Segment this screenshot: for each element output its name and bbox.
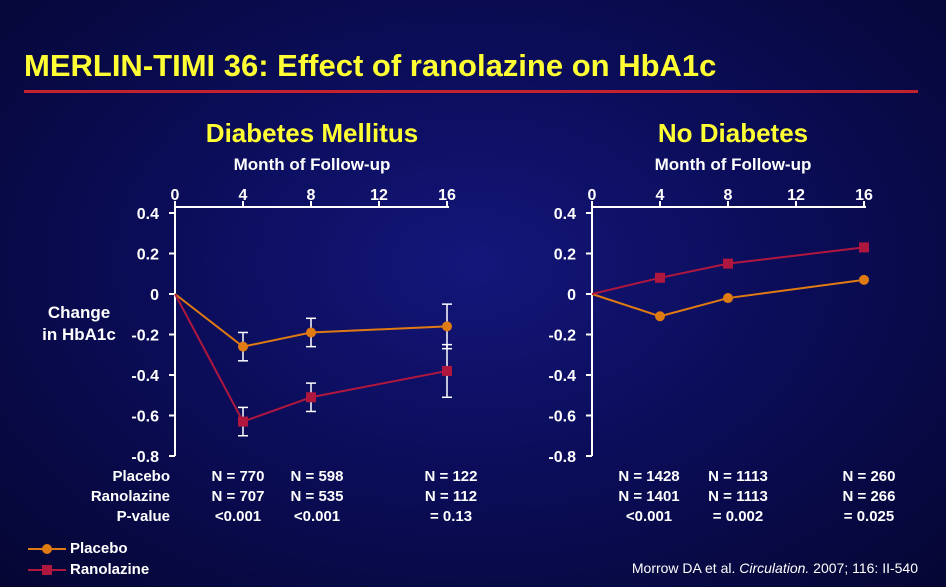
data-point-ranolazine xyxy=(442,365,452,376)
legend-label-placebo: Placebo xyxy=(70,540,128,557)
row-label-p-value: P-value xyxy=(116,508,170,525)
p-value: <0.001 xyxy=(293,508,341,525)
y-tick-label: 0 xyxy=(567,287,576,304)
series-line-placebo xyxy=(174,293,448,348)
n-cell: N = 1428 N = 1401 <0.001 xyxy=(604,467,694,527)
data-point-placebo xyxy=(723,293,733,304)
n-placebo: N = 122 xyxy=(424,468,478,485)
x-axis-label-no-diabetes: Month of Follow-up xyxy=(654,155,812,174)
series-line-ranolazine xyxy=(591,246,865,295)
citation-journal: Circulation. xyxy=(739,560,810,576)
legend-item-ranolazine: Ranolazine xyxy=(28,559,149,580)
slide-title: MERLIN-TIMI 36: Effect of ranolazine on … xyxy=(24,48,717,83)
p-value: <0.001 xyxy=(214,508,262,525)
n-cell: N = 770 N = 707 <0.001 xyxy=(198,467,278,527)
n-ranolazine: N = 707 xyxy=(211,488,265,505)
p-value: = 0.13 xyxy=(429,508,473,525)
x-tick-label: 16 xyxy=(855,187,873,204)
y-tick-label: 0.2 xyxy=(137,247,159,264)
n-cell: N = 122 N = 112 = 0.13 xyxy=(411,467,491,527)
n-placebo: N = 770 xyxy=(211,468,265,485)
x-tick-label: 4 xyxy=(239,187,248,204)
n-placebo: N = 1428 xyxy=(618,468,680,485)
data-point-placebo xyxy=(238,341,248,352)
citation-details: 2007; 116: II-540 xyxy=(809,560,918,576)
y-tick-label: 0 xyxy=(150,287,159,304)
n-ranolazine: N = 112 xyxy=(424,488,478,505)
series-line-ranolazine xyxy=(174,293,448,423)
panel-title-no-diabetes: No Diabetes xyxy=(657,118,809,148)
citation-authors: Morrow DA et al. xyxy=(631,560,740,576)
data-point-ranolazine xyxy=(655,272,665,283)
y-axis-label: Change in HbA1c xyxy=(34,302,124,346)
legend-item-placebo: Placebo xyxy=(28,538,149,559)
square-marker-icon xyxy=(42,564,52,575)
n-cell: N = 260 N = 266 = 0.025 xyxy=(824,467,914,527)
n-placebo: N = 260 xyxy=(842,468,896,485)
x-axis-label-diabetes: Month of Follow-up xyxy=(233,155,391,174)
x-tick-label: 12 xyxy=(370,187,388,204)
x-tick-label: 0 xyxy=(171,187,180,204)
series-line-placebo xyxy=(591,278,865,318)
p-value: <0.001 xyxy=(625,508,673,525)
data-point-placebo xyxy=(655,311,665,322)
x-tick-label: 4 xyxy=(656,187,665,204)
y-tick-label: -0.2 xyxy=(131,328,159,345)
data-point-placebo xyxy=(306,327,316,338)
x-tick-label: 8 xyxy=(307,187,316,204)
n-placebo: N = 598 xyxy=(290,468,344,485)
n-cell: N = 1113 N = 1113 = 0.002 xyxy=(693,467,783,527)
data-point-placebo xyxy=(859,274,869,285)
p-value: = 0.002 xyxy=(712,508,764,525)
n-ranolazine: N = 266 xyxy=(842,488,896,505)
y-tick-label: -0.4 xyxy=(131,368,159,385)
p-value: = 0.025 xyxy=(843,508,895,525)
y-tick-label: 0.4 xyxy=(137,206,159,223)
data-point-ranolazine xyxy=(723,258,733,269)
y-tick-label: 0.4 xyxy=(554,206,576,223)
n-ranolazine: N = 1401 xyxy=(618,488,680,505)
x-tick-label: 16 xyxy=(438,187,456,204)
data-point-ranolazine xyxy=(238,416,248,427)
y-tick-label: -0.2 xyxy=(548,328,576,345)
circle-marker-icon xyxy=(42,543,52,554)
row-label-placebo: Placebo xyxy=(112,468,170,485)
row-label-ranolazine: Ranolazine xyxy=(90,488,170,505)
y-tick-label: -0.6 xyxy=(131,409,159,426)
y-tick-label: -0.8 xyxy=(131,449,159,466)
y-axis-label-line1: Change xyxy=(47,303,111,322)
n-cell: N = 598 N = 535 <0.001 xyxy=(277,467,357,527)
legend: Placebo Ranolazine xyxy=(28,538,149,580)
citation: Morrow DA et al. Circulation. 2007; 116:… xyxy=(632,560,918,576)
x-tick-label: 8 xyxy=(724,187,733,204)
n-ranolazine: N = 1113 xyxy=(708,488,768,505)
y-tick-label: -0.8 xyxy=(548,449,576,466)
y-tick-label: -0.6 xyxy=(548,409,576,426)
y-tick-label: 0.2 xyxy=(554,247,576,264)
x-tick-label: 0 xyxy=(588,187,597,204)
n-ranolazine: N = 535 xyxy=(290,488,344,505)
x-tick-label: 12 xyxy=(787,187,805,204)
y-tick-label: -0.4 xyxy=(548,368,576,385)
legend-swatch-placebo xyxy=(28,542,66,556)
title-divider xyxy=(24,90,918,93)
data-point-ranolazine xyxy=(859,242,869,253)
data-point-placebo xyxy=(442,321,452,332)
data-point-ranolazine xyxy=(306,392,316,403)
y-axis-label-line2: in HbA1c xyxy=(42,325,116,344)
panel-title-diabetes: Diabetes Mellitus xyxy=(205,118,419,148)
legend-label-ranolazine: Ranolazine xyxy=(70,561,150,578)
n-placebo: N = 1113 xyxy=(708,468,768,485)
legend-swatch-ranolazine xyxy=(28,563,66,577)
